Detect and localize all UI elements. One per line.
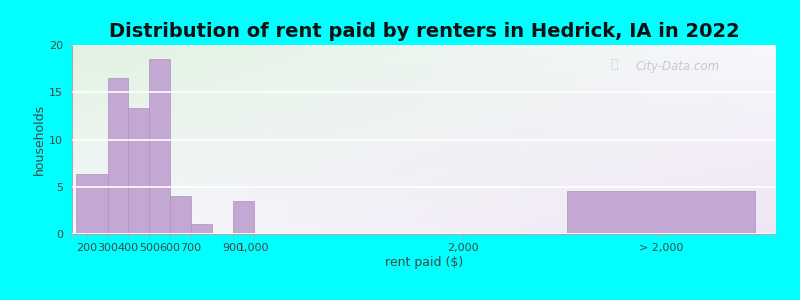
- Y-axis label: households: households: [33, 104, 46, 175]
- Bar: [107, 78, 129, 234]
- Bar: [150, 59, 170, 234]
- Bar: [129, 108, 150, 234]
- Bar: [233, 201, 254, 234]
- Bar: [170, 196, 191, 234]
- Title: Distribution of rent paid by renters in Hedrick, IA in 2022: Distribution of rent paid by renters in …: [109, 22, 739, 41]
- Text: City-Data.com: City-Data.com: [635, 60, 719, 73]
- Bar: [567, 191, 755, 234]
- X-axis label: rent paid ($): rent paid ($): [385, 256, 463, 269]
- Text: 🔍: 🔍: [610, 58, 618, 71]
- Bar: [191, 224, 212, 234]
- Bar: [76, 175, 107, 234]
